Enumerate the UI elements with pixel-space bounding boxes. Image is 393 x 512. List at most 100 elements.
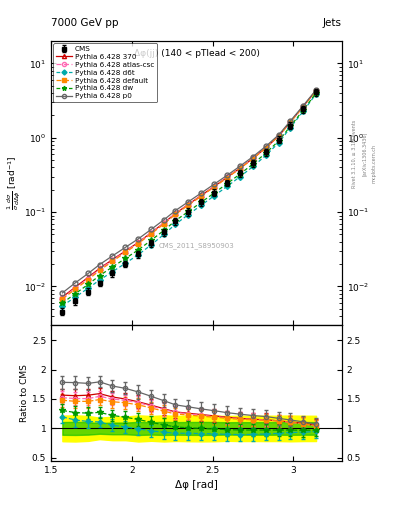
Pythia 6.428 p0 — [173, 207, 178, 214]
Y-axis label: Ratio to CMS: Ratio to CMS — [20, 364, 29, 422]
Pythia 6.428 atlas-csc — [288, 119, 292, 125]
Pythia 6.428 dw — [238, 171, 242, 177]
Pythia 6.428 370 — [199, 193, 204, 199]
Pythia 6.428 atlas-csc — [60, 295, 65, 301]
Pythia 6.428 dw — [149, 237, 154, 243]
Pythia 6.428 atlas-csc — [186, 202, 191, 208]
Pythia 6.428 atlas-csc — [110, 257, 115, 263]
Pythia 6.428 d6t — [314, 91, 318, 97]
Pythia 6.428 atlas-csc — [301, 103, 305, 110]
Pythia 6.428 370 — [264, 144, 268, 151]
Pythia 6.428 d6t — [264, 152, 268, 158]
Pythia 6.428 p0 — [277, 132, 281, 138]
Pythia 6.428 370 — [162, 220, 167, 226]
Pythia 6.428 default — [288, 119, 292, 125]
Pythia 6.428 atlas-csc — [212, 184, 217, 190]
Pythia 6.428 d6t — [225, 183, 230, 189]
Pythia 6.428 p0 — [162, 217, 167, 223]
Pythia 6.428 dw — [212, 190, 217, 196]
Pythia 6.428 p0 — [251, 154, 255, 160]
Pythia 6.428 default — [86, 276, 91, 283]
Line: Pythia 6.428 dw: Pythia 6.428 dw — [60, 90, 319, 306]
Pythia 6.428 dw — [199, 199, 204, 205]
Pythia 6.428 dw — [73, 291, 78, 297]
Text: Jets: Jets — [323, 18, 342, 28]
Pythia 6.428 370 — [123, 248, 128, 254]
Pythia 6.428 atlas-csc — [251, 155, 255, 161]
Pythia 6.428 d6t — [73, 294, 78, 300]
Pythia 6.428 p0 — [149, 226, 154, 232]
Pythia 6.428 d6t — [97, 277, 102, 283]
Pythia 6.428 atlas-csc — [123, 248, 128, 254]
Pythia 6.428 p0 — [212, 181, 217, 187]
Line: Pythia 6.428 370: Pythia 6.428 370 — [60, 88, 318, 300]
Pythia 6.428 d6t — [186, 211, 191, 218]
Pythia 6.428 atlas-csc — [73, 285, 78, 291]
Pythia 6.428 default — [277, 133, 281, 139]
Pythia 6.428 default — [149, 230, 154, 237]
Pythia 6.428 dw — [110, 264, 115, 270]
Pythia 6.428 370 — [238, 165, 242, 171]
Pythia 6.428 370 — [86, 274, 91, 281]
Pythia 6.428 d6t — [212, 193, 217, 199]
Pythia 6.428 d6t — [123, 260, 128, 266]
Pythia 6.428 default — [73, 286, 78, 292]
Pythia 6.428 p0 — [97, 262, 102, 268]
Pythia 6.428 p0 — [136, 236, 141, 242]
Pythia 6.428 370 — [314, 88, 318, 94]
Pythia 6.428 default — [97, 267, 102, 273]
Pythia 6.428 default — [123, 249, 128, 255]
Pythia 6.428 default — [173, 211, 178, 218]
Pythia 6.428 d6t — [149, 242, 154, 248]
Line: Pythia 6.428 atlas-csc: Pythia 6.428 atlas-csc — [60, 89, 318, 301]
Pythia 6.428 atlas-csc — [238, 165, 242, 171]
Pythia 6.428 dw — [301, 107, 305, 113]
Pythia 6.428 default — [162, 221, 167, 227]
Pythia 6.428 dw — [264, 150, 268, 156]
Pythia 6.428 atlas-csc — [136, 240, 141, 246]
Line: Pythia 6.428 d6t: Pythia 6.428 d6t — [60, 92, 318, 308]
Pythia 6.428 370 — [73, 284, 78, 290]
Pythia 6.428 atlas-csc — [314, 88, 318, 94]
Pythia 6.428 dw — [86, 281, 91, 287]
Pythia 6.428 atlas-csc — [97, 266, 102, 272]
Pythia 6.428 atlas-csc — [149, 230, 154, 236]
Pythia 6.428 p0 — [314, 87, 318, 93]
Pythia 6.428 d6t — [173, 221, 178, 227]
Pythia 6.428 dw — [186, 208, 191, 215]
Pythia 6.428 d6t — [288, 125, 292, 131]
Pythia 6.428 default — [212, 184, 217, 190]
Pythia 6.428 p0 — [225, 172, 230, 178]
Pythia 6.428 d6t — [60, 303, 65, 309]
Pythia 6.428 370 — [301, 103, 305, 110]
Pythia 6.428 370 — [186, 201, 191, 207]
Pythia 6.428 d6t — [251, 163, 255, 169]
Pythia 6.428 default — [264, 145, 268, 151]
Pythia 6.428 p0 — [110, 253, 115, 259]
Pythia 6.428 370 — [97, 265, 102, 271]
Pythia 6.428 dw — [136, 247, 141, 253]
Pythia 6.428 d6t — [136, 251, 141, 258]
Pythia 6.428 370 — [110, 257, 115, 263]
Pythia 6.428 d6t — [110, 269, 115, 275]
Legend: CMS, Pythia 6.428 370, Pythia 6.428 atlas-csc, Pythia 6.428 d6t, Pythia 6.428 de: CMS, Pythia 6.428 370, Pythia 6.428 atla… — [53, 43, 157, 102]
Pythia 6.428 dw — [123, 255, 128, 262]
Pythia 6.428 default — [301, 103, 305, 110]
Pythia 6.428 default — [314, 88, 318, 94]
Pythia 6.428 370 — [251, 155, 255, 161]
Pythia 6.428 370 — [277, 133, 281, 139]
Pythia 6.428 p0 — [186, 199, 191, 205]
Pythia 6.428 370 — [225, 174, 230, 180]
Pythia 6.428 dw — [60, 300, 65, 306]
Line: Pythia 6.428 default: Pythia 6.428 default — [60, 89, 318, 301]
Pythia 6.428 default — [136, 241, 141, 247]
X-axis label: Δφ [rad]: Δφ [rad] — [175, 480, 218, 490]
Pythia 6.428 default — [251, 156, 255, 162]
Pythia 6.428 p0 — [123, 244, 128, 250]
Text: 7000 GeV pp: 7000 GeV pp — [51, 18, 119, 28]
Y-axis label: $\frac{1}{\sigma}\frac{d\sigma}{d\Delta\phi}$ [rad$^{-1}$]: $\frac{1}{\sigma}\frac{d\sigma}{d\Delta\… — [5, 156, 22, 210]
Pythia 6.428 p0 — [301, 103, 305, 109]
Pythia 6.428 dw — [162, 227, 167, 233]
Pythia 6.428 p0 — [86, 270, 91, 276]
Pythia 6.428 d6t — [162, 231, 167, 237]
